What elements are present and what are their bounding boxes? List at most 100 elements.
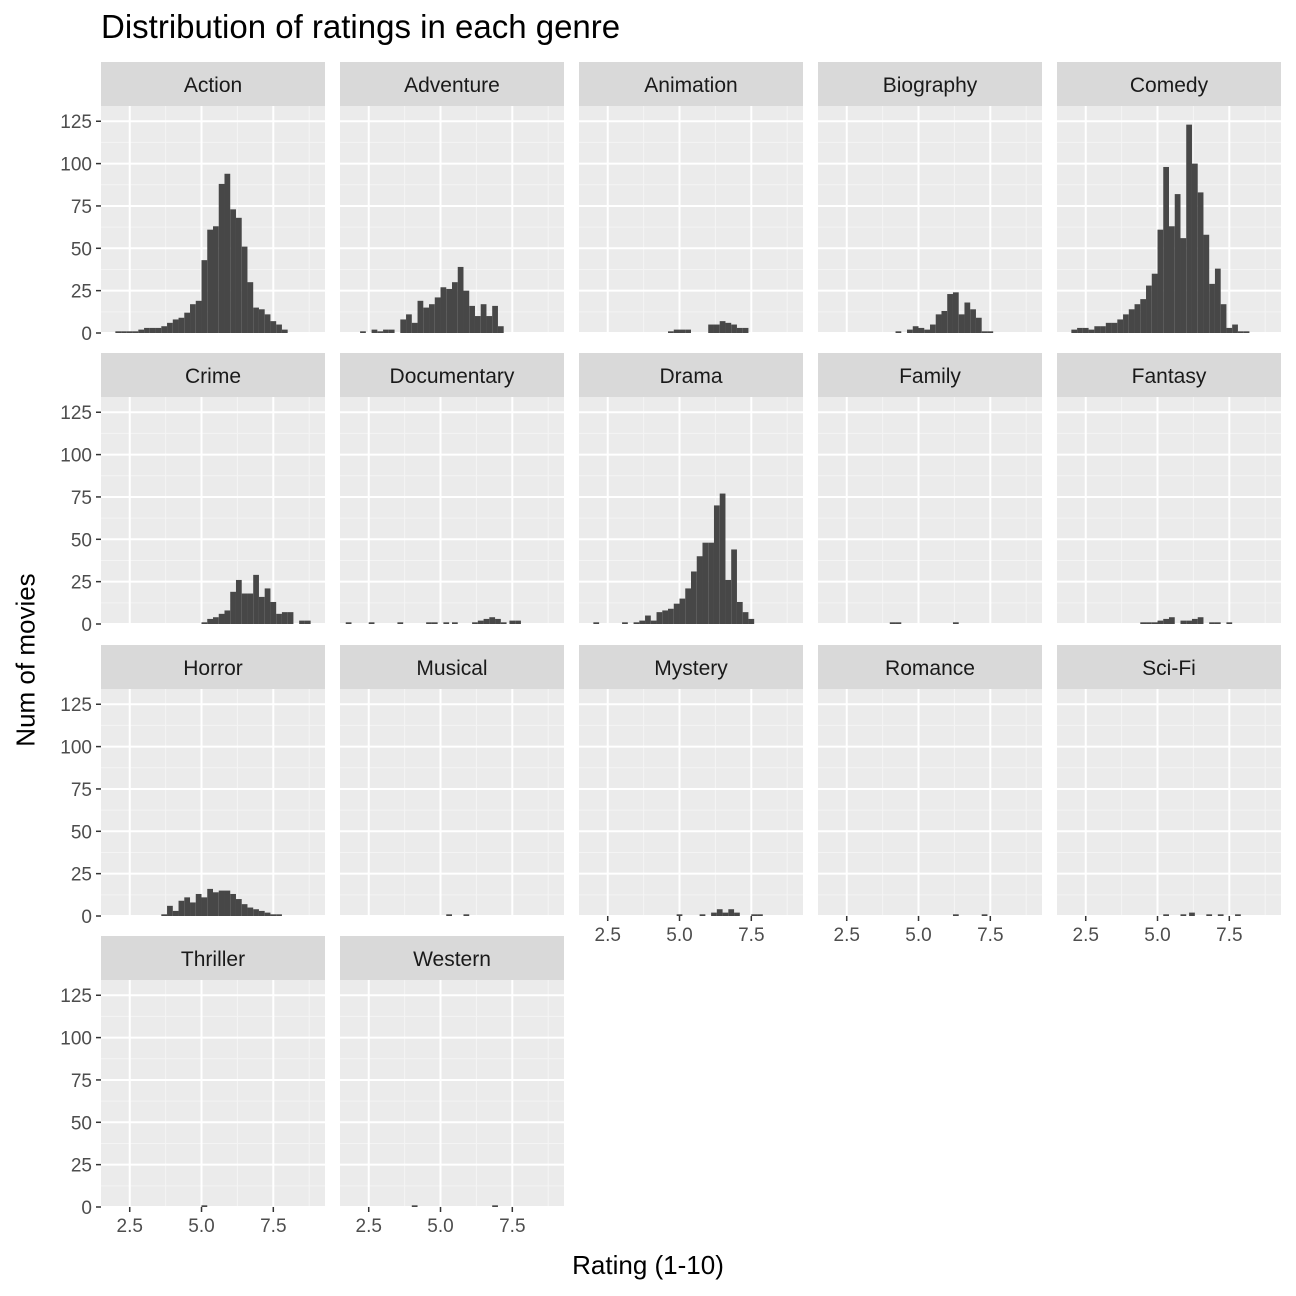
histogram-bar — [452, 622, 458, 624]
x-tick-label: 2.5 — [595, 925, 621, 946]
histogram-bar — [639, 620, 646, 624]
panel-background — [101, 397, 325, 624]
histogram-bar — [446, 914, 452, 916]
y-tick-label: 0 — [81, 615, 92, 636]
histogram-bar — [201, 622, 208, 624]
histogram-bar — [287, 612, 294, 624]
histogram-bar — [201, 260, 208, 333]
strip-western — [340, 936, 564, 980]
histogram-bar — [452, 282, 458, 333]
x-tick-label: 7.5 — [977, 925, 1003, 946]
x-tick-label: 7.5 — [738, 925, 764, 946]
panel-animation: Animation — [579, 62, 803, 334]
histogram-bar — [696, 556, 703, 624]
x-tick-label: 2.5 — [1073, 925, 1099, 946]
histogram-bar — [213, 892, 219, 916]
histogram-bar — [650, 620, 657, 624]
histogram-bar — [509, 620, 516, 624]
histogram-bar — [201, 897, 208, 916]
histogram-bar — [1111, 322, 1118, 333]
histogram-bar — [1169, 617, 1175, 624]
histogram-bar — [360, 331, 366, 333]
histogram-bar — [195, 300, 202, 333]
histogram-bar — [411, 1205, 418, 1207]
histogram-bar — [411, 322, 418, 333]
y-tick-label: 100 — [60, 1029, 92, 1050]
histogram-bar — [1235, 914, 1241, 916]
y-tick-label: 125 — [60, 403, 92, 424]
histogram-bar — [1128, 309, 1135, 333]
strip-biography — [818, 62, 1042, 106]
histogram-bar — [1174, 194, 1181, 333]
histogram-bar — [1197, 617, 1204, 624]
histogram-bar — [172, 319, 179, 333]
histogram-bar — [742, 612, 749, 624]
y-tick-label: 25 — [71, 573, 92, 594]
histogram-bar — [731, 549, 737, 624]
y-tick-label: 50 — [71, 1113, 92, 1134]
x-axis-title: Rating (1-10) — [572, 1250, 724, 1280]
panel-musical: Musical — [340, 645, 564, 917]
histogram-bar — [1237, 331, 1244, 333]
strip-documentary — [340, 353, 564, 397]
histogram-bar — [184, 897, 191, 916]
y-tick-label: 50 — [71, 239, 92, 260]
panel-western: Western 2.5 5.0 7.5 — [340, 936, 564, 1237]
histogram-bar — [235, 217, 242, 333]
histogram-bar — [195, 893, 202, 916]
histogram-bar — [172, 910, 179, 916]
strip-label: Mystery — [654, 657, 728, 680]
strip-label: Animation — [644, 74, 737, 97]
histogram-bar — [1146, 285, 1152, 333]
histogram-bar — [230, 893, 236, 916]
histogram-bar — [495, 618, 501, 624]
histogram-bar — [190, 902, 196, 916]
histogram-bar — [719, 493, 726, 624]
histogram-bar — [1071, 329, 1078, 333]
histogram-bar — [1186, 620, 1192, 624]
histogram-bar — [253, 574, 259, 624]
histogram-bar — [207, 618, 213, 624]
histogram-bar — [708, 324, 714, 333]
panel-mystery: Mystery 2.5 5.0 7.5 — [579, 645, 803, 946]
histogram-bar — [345, 622, 352, 624]
histogram-bar — [1186, 124, 1192, 333]
histogram-bar — [1088, 329, 1095, 333]
histogram-bar — [725, 579, 732, 624]
histogram-bar — [668, 608, 674, 624]
x-tick-label: 2.5 — [356, 1216, 382, 1237]
histogram-bar — [981, 331, 988, 333]
histogram-bar — [241, 904, 248, 916]
histogram-bar — [492, 305, 498, 333]
histogram-bar — [474, 316, 481, 333]
strip-label: Family — [899, 365, 961, 388]
histogram-bar — [645, 615, 651, 624]
histogram-bar — [486, 316, 493, 333]
x-tick-label: 5.0 — [905, 925, 931, 946]
histogram-bar — [167, 905, 173, 916]
chart-title: Distribution of ratings in each genre — [101, 8, 621, 45]
histogram-bar — [1209, 283, 1215, 333]
strip-sci-fi — [1057, 645, 1281, 689]
histogram-bar — [731, 324, 737, 333]
panel-background — [818, 106, 1042, 333]
histogram-bar — [190, 304, 196, 333]
strip-label: Documentary — [390, 365, 515, 388]
histogram-bar — [368, 622, 375, 624]
histogram-bar — [679, 598, 686, 624]
y-tick-label: 25 — [71, 1156, 92, 1177]
histogram-bar — [711, 912, 717, 916]
histogram-bar — [161, 914, 168, 916]
histogram-bar — [178, 900, 185, 916]
strip-comedy — [1057, 62, 1281, 106]
histogram-bar — [121, 331, 127, 333]
histogram-bar — [235, 579, 242, 624]
strip-label: Horror — [183, 657, 243, 680]
panel-crime: Crime 0 25 50 75 100 125 — [60, 353, 325, 636]
strip-label: Western — [413, 948, 491, 971]
histogram-bar — [748, 618, 755, 624]
panel-background — [818, 689, 1042, 916]
histogram-bar — [270, 914, 277, 916]
histogram-bar — [1206, 914, 1213, 916]
panel-comedy: Comedy — [1057, 62, 1281, 334]
